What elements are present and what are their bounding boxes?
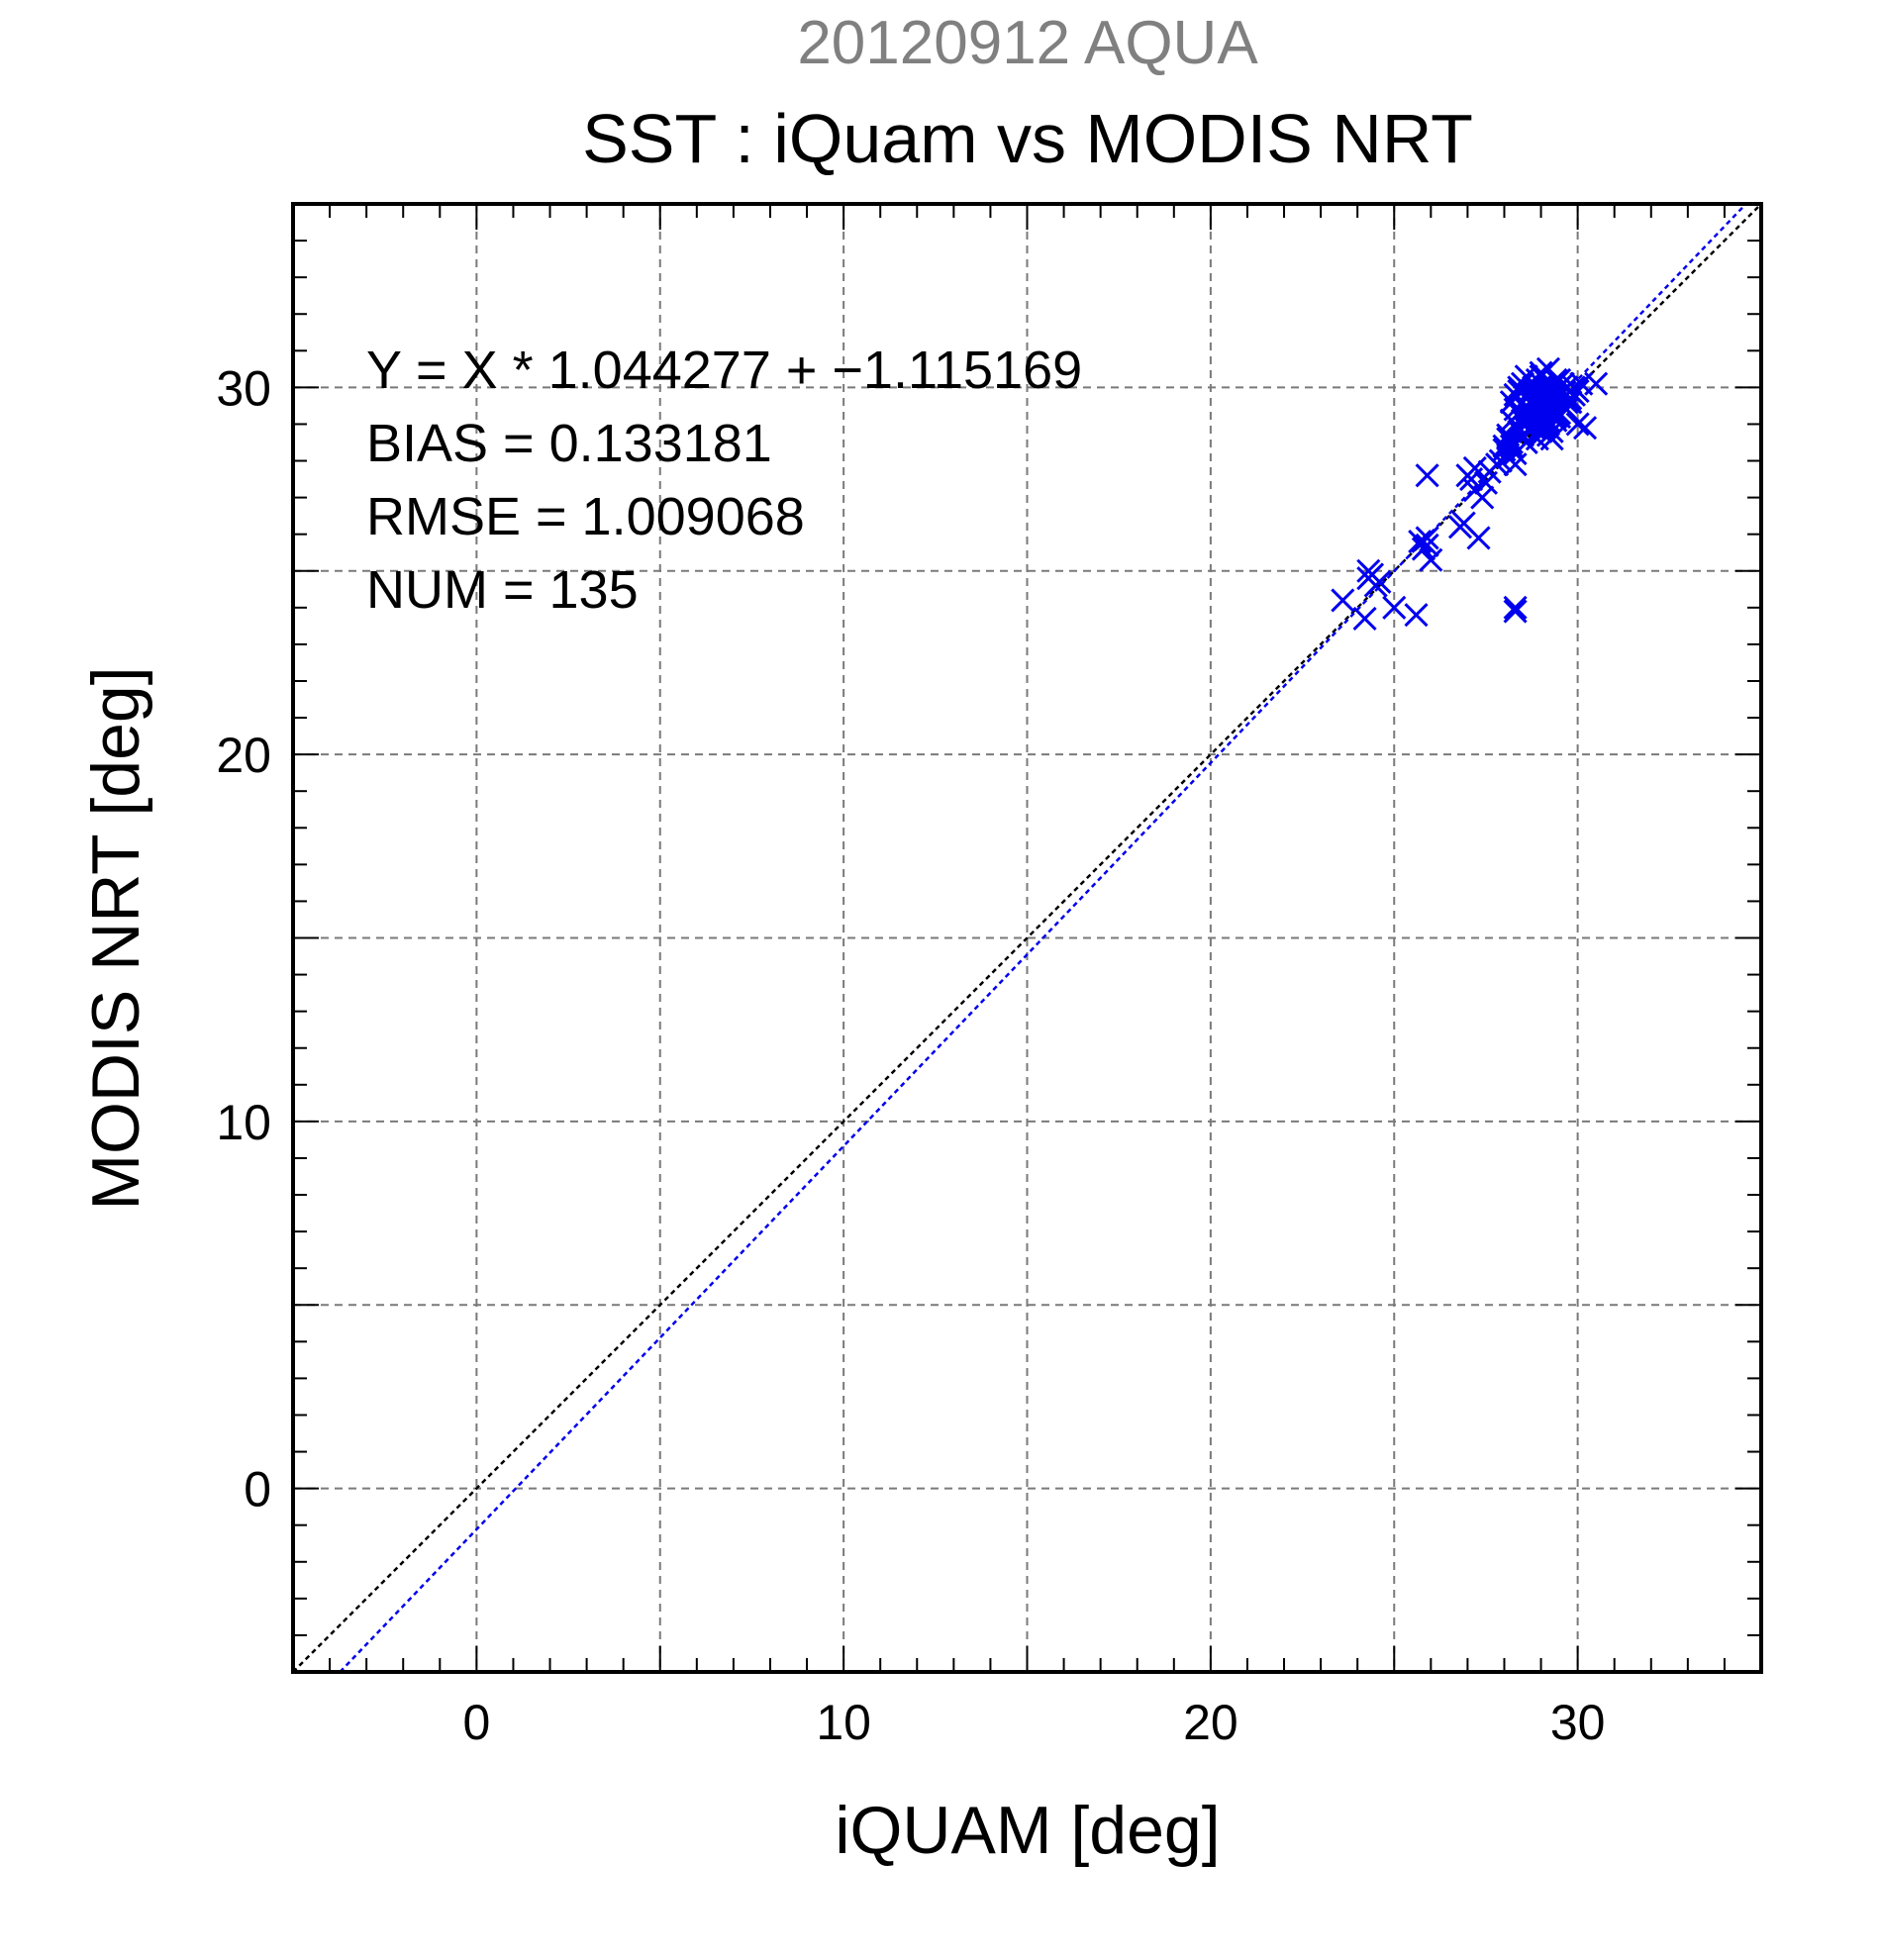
data-point-stroke xyxy=(1415,526,1439,550)
data-point xyxy=(1503,595,1528,620)
data-point xyxy=(1539,427,1564,451)
y-tick-label: 0 xyxy=(244,1462,271,1518)
data-point-stroke xyxy=(1518,379,1542,404)
data-point xyxy=(1572,416,1598,441)
stats-line-num: NUM = 135 xyxy=(366,560,639,620)
data-point-stroke xyxy=(1518,419,1542,443)
data-point-stroke xyxy=(1462,455,1487,481)
x-tick-label: 20 xyxy=(1183,1695,1238,1750)
data-point xyxy=(1356,558,1381,583)
data-point-stroke xyxy=(1510,379,1535,404)
data-point-stroke xyxy=(1535,356,1561,381)
stats-box: Y = X * 1.044277 + −1.115169 BIAS = 0.13… xyxy=(366,341,1082,620)
data-point xyxy=(1547,401,1572,426)
data-point-stroke xyxy=(1488,448,1513,473)
data-point xyxy=(1496,423,1521,447)
chart-date-title: 20120912 AQUA xyxy=(797,9,1258,77)
data-point-stroke xyxy=(1352,606,1377,632)
tick-labels: 0 10 20 30 0 10 20 30 xyxy=(216,360,1605,1750)
y-axis-label: MODIS NRT [deg] xyxy=(78,666,153,1210)
data-point xyxy=(1408,530,1433,554)
data-point xyxy=(1466,526,1491,550)
data-point xyxy=(1535,356,1561,381)
data-point xyxy=(1569,371,1594,396)
data-point-stroke xyxy=(1529,386,1553,411)
y-tick-label: 20 xyxy=(216,728,271,783)
data-point-stroke xyxy=(1547,401,1572,426)
data-point xyxy=(1462,455,1487,481)
data-point xyxy=(1503,599,1528,624)
data-point-stroke xyxy=(1503,397,1528,422)
data-point xyxy=(1470,485,1495,510)
data-point-stroke xyxy=(1367,569,1392,594)
data-point-stroke xyxy=(1496,427,1521,451)
data-point-stroke xyxy=(1561,375,1586,400)
data-point-stroke xyxy=(1525,393,1549,418)
data-point xyxy=(1503,397,1528,422)
x-axis-label: iQUAM [deg] xyxy=(835,1793,1220,1868)
data-point-stroke xyxy=(1331,588,1355,613)
chart-title: SST : iQuam vs MODIS NRT xyxy=(582,100,1473,177)
data-point xyxy=(1507,379,1532,404)
data-point xyxy=(1331,588,1355,613)
data-point-stroke xyxy=(1496,423,1521,447)
data-point xyxy=(1561,375,1586,400)
data-point xyxy=(1503,452,1528,477)
data-point xyxy=(1514,364,1538,389)
data-point-stroke xyxy=(1356,566,1381,591)
data-point xyxy=(1415,533,1439,557)
data-point-stroke xyxy=(1419,547,1443,572)
data-point xyxy=(1382,595,1407,620)
data-point xyxy=(1419,547,1443,572)
data-point xyxy=(1525,393,1549,418)
data-point-stroke xyxy=(1503,452,1528,477)
data-point-stroke xyxy=(1507,379,1532,404)
data-point-stroke xyxy=(1408,530,1433,554)
x-tick-label: 0 xyxy=(462,1695,490,1750)
scatter-points xyxy=(1331,356,1609,632)
data-point xyxy=(1352,606,1377,632)
data-point-stroke xyxy=(1529,360,1553,385)
data-point xyxy=(1496,427,1521,451)
data-point-stroke xyxy=(1539,427,1564,451)
data-point-stroke xyxy=(1382,595,1407,620)
x-tick-label: 30 xyxy=(1550,1695,1606,1750)
data-point xyxy=(1488,448,1513,473)
data-point xyxy=(1518,419,1542,443)
data-point-stroke xyxy=(1415,463,1439,488)
data-point-stroke xyxy=(1503,595,1528,620)
data-point xyxy=(1415,526,1439,550)
data-point-stroke xyxy=(1356,558,1381,583)
data-point-stroke xyxy=(1451,511,1476,536)
data-point-stroke xyxy=(1503,599,1528,624)
data-point-stroke xyxy=(1572,416,1598,441)
data-point-stroke xyxy=(1565,412,1590,437)
data-point xyxy=(1547,404,1572,430)
y-tick-label: 10 xyxy=(216,1095,271,1150)
stats-line-rmse: RMSE = 1.009068 xyxy=(366,487,805,546)
data-point-stroke xyxy=(1533,397,1557,422)
data-point-stroke xyxy=(1569,371,1594,396)
plot-frame xyxy=(291,202,1763,1674)
data-point-stroke xyxy=(1415,533,1439,557)
data-point-stroke xyxy=(1514,364,1538,389)
stats-line-fit: Y = X * 1.044277 + −1.115169 xyxy=(366,341,1082,400)
data-point xyxy=(1415,463,1439,488)
data-point-stroke xyxy=(1470,485,1495,510)
data-point xyxy=(1529,360,1553,385)
data-point-stroke xyxy=(1543,367,1568,393)
data-point-stroke xyxy=(1404,603,1429,628)
y-tick-label: 30 xyxy=(216,360,271,416)
data-point-stroke xyxy=(1547,404,1572,430)
data-point xyxy=(1565,412,1590,437)
data-point xyxy=(1404,603,1429,628)
stats-line-bias: BIAS = 0.133181 xyxy=(366,414,772,473)
data-point-stroke xyxy=(1466,526,1491,550)
x-tick-label: 10 xyxy=(816,1695,871,1750)
data-point xyxy=(1543,367,1568,393)
